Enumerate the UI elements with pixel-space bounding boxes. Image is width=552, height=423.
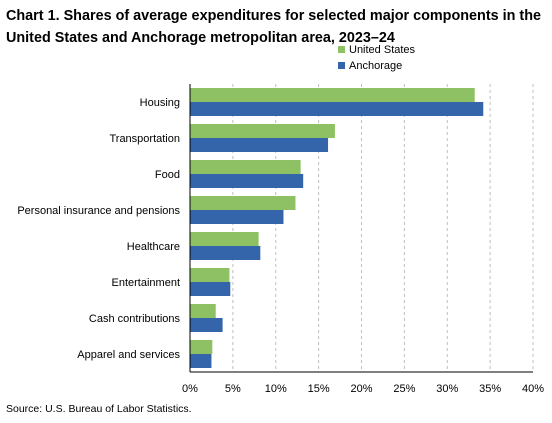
bar-united-states (190, 196, 296, 210)
bar-anchorage (190, 246, 261, 260)
source-note: Source: U.S. Bureau of Labor Statistics. (6, 403, 192, 415)
legend: United States Anchorage (338, 44, 416, 72)
bar-anchorage (190, 318, 223, 332)
category-label: Housing (140, 97, 180, 109)
bar-anchorage (190, 138, 329, 152)
bar-anchorage (190, 354, 212, 368)
bar-anchorage (190, 282, 231, 296)
bar-united-states (190, 304, 216, 318)
bar-anchorage (190, 174, 304, 188)
x-tick-label: 20% (350, 383, 372, 395)
legend-label: Anchorage (349, 60, 402, 72)
bar-united-states (190, 340, 213, 354)
category-label: Cash contributions (89, 313, 181, 325)
bar-anchorage (190, 102, 484, 116)
x-tick-label: 40% (522, 383, 544, 395)
category-label: Personal insurance and pensions (17, 205, 180, 217)
chart-title: Chart 1. Shares of average expenditures … (6, 8, 542, 46)
bar-united-states (190, 124, 335, 138)
bar-united-states (190, 268, 230, 282)
legend-label: United States (349, 44, 416, 56)
category-label: Entertainment (112, 277, 180, 289)
category-label: Food (155, 169, 180, 181)
category-label: Healthcare (127, 241, 180, 253)
x-tick-label: 35% (479, 383, 501, 395)
bar-anchorage (190, 210, 284, 224)
bar-united-states (190, 88, 475, 102)
x-tick-label: 30% (436, 383, 458, 395)
x-tick-labels: 0% 5% 10% 15% 20% 25% 30% 35% 40% (182, 383, 544, 395)
legend-swatch (338, 46, 345, 53)
x-tick-label: 15% (308, 383, 330, 395)
legend-swatch (338, 62, 345, 69)
x-tick-label: 25% (393, 383, 415, 395)
category-label: Transportation (109, 133, 180, 145)
x-tick-label: 0% (182, 383, 198, 395)
x-tick-label: 5% (225, 383, 241, 395)
axes (189, 84, 533, 373)
bar-united-states (190, 232, 259, 246)
bar-united-states (190, 160, 301, 174)
x-tick-label: 10% (265, 383, 287, 395)
category-label: Apparel and services (77, 349, 180, 361)
bars (190, 88, 484, 368)
category-labels: Housing Transportation Food Personal insura… (17, 97, 180, 361)
